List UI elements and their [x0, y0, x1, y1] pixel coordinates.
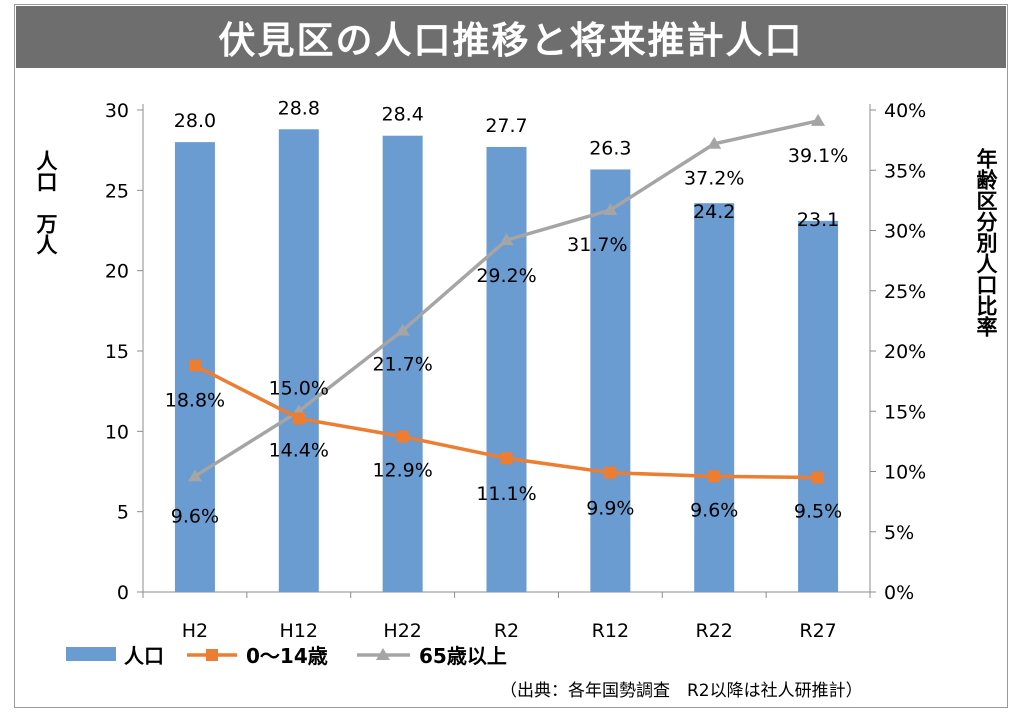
- right-tick-label: 35%: [884, 160, 926, 182]
- elderly-point: [603, 203, 618, 216]
- legend-marker-elderly: [376, 648, 390, 660]
- right-tick-label: 40%: [884, 100, 926, 122]
- left-tick-label: 5: [117, 502, 129, 524]
- population-label: 28.0: [174, 110, 216, 132]
- population-label: 26.3: [589, 137, 631, 159]
- legend-marker-young: [206, 649, 218, 661]
- young-label: 9.9%: [586, 498, 634, 520]
- population-label: 28.8: [278, 97, 320, 119]
- right-tick-label: 25%: [884, 281, 926, 303]
- x-tick-label: H22: [383, 620, 421, 642]
- young-label: 9.5%: [794, 501, 842, 523]
- elderly-point: [187, 469, 202, 482]
- young-point: [708, 470, 721, 483]
- legend-label-population: 人口: [124, 644, 164, 668]
- population-bar: [590, 169, 631, 593]
- chart-title: 伏見区の人口推移と将来推計人口: [16, 6, 1006, 68]
- young-label: 12.9%: [372, 460, 432, 482]
- elderly-point: [707, 136, 722, 149]
- right-tick-label: 15%: [884, 401, 926, 423]
- left-axis-title: 人口 万人: [34, 150, 59, 255]
- legend-label-elderly: 65歳以上: [419, 644, 507, 668]
- x-tick-label: H2: [182, 620, 208, 642]
- right-tick-label: 20%: [884, 341, 926, 363]
- right-tick-label: 30%: [884, 221, 926, 243]
- elderly-point: [811, 113, 826, 126]
- elderly-label: 39.1%: [788, 145, 848, 167]
- legend-swatch-population: [66, 647, 116, 661]
- young-label: 14.4%: [269, 439, 329, 461]
- elderly-label: 9.6%: [171, 505, 219, 527]
- elderly-point: [499, 233, 514, 246]
- elderly-label: 31.7%: [567, 234, 627, 256]
- x-tick-label: R27: [799, 620, 836, 642]
- young-point: [396, 430, 409, 443]
- left-tick-label: 15: [105, 341, 129, 363]
- right-tick-label: 0%: [884, 582, 914, 604]
- population-label: 27.7: [485, 115, 527, 137]
- population-bar: [694, 203, 735, 593]
- right-tick-label: 5%: [884, 522, 914, 544]
- young-label: 18.8%: [165, 389, 225, 411]
- source-note: （出典：各年国勢調査 R2以降は社人研推計）: [500, 681, 863, 701]
- elderly-label: 29.2%: [476, 265, 536, 287]
- left-tick-label: 25: [105, 180, 129, 202]
- chart-frame: [14, 4, 1008, 708]
- left-tick-label: 10: [105, 421, 129, 443]
- legend-label-young: 0〜14歳: [246, 644, 328, 668]
- young-label: 11.1%: [476, 483, 536, 505]
- young-point: [292, 412, 305, 425]
- left-tick-label: 30: [105, 100, 129, 122]
- population-bar: [798, 220, 839, 593]
- population-label: 28.4: [381, 104, 423, 126]
- right-tick-label: 10%: [884, 462, 926, 484]
- population-label: 24.2: [693, 201, 735, 223]
- elderly-point: [395, 323, 410, 336]
- population-bar: [382, 135, 423, 592]
- elderly-label: 15.0%: [269, 377, 329, 399]
- young-point: [604, 466, 617, 479]
- young-label: 9.6%: [690, 499, 738, 521]
- young-point: [500, 452, 513, 465]
- population-label: 23.1: [797, 209, 839, 231]
- left-tick-label: 0: [117, 582, 129, 604]
- young-point: [812, 471, 825, 484]
- left-tick-label: 20: [105, 261, 129, 283]
- right-axis-title: 年齢区分別人口比率: [974, 147, 998, 338]
- x-tick-label: R2: [494, 620, 519, 642]
- x-tick-label: R22: [696, 620, 733, 642]
- young-point: [188, 359, 201, 372]
- x-tick-label: R12: [592, 620, 629, 642]
- x-tick-label: H12: [280, 620, 318, 642]
- elderly-label: 21.7%: [372, 354, 432, 376]
- population-bar: [486, 146, 527, 592]
- population-bar: [278, 129, 319, 592]
- elderly-label: 37.2%: [684, 168, 744, 190]
